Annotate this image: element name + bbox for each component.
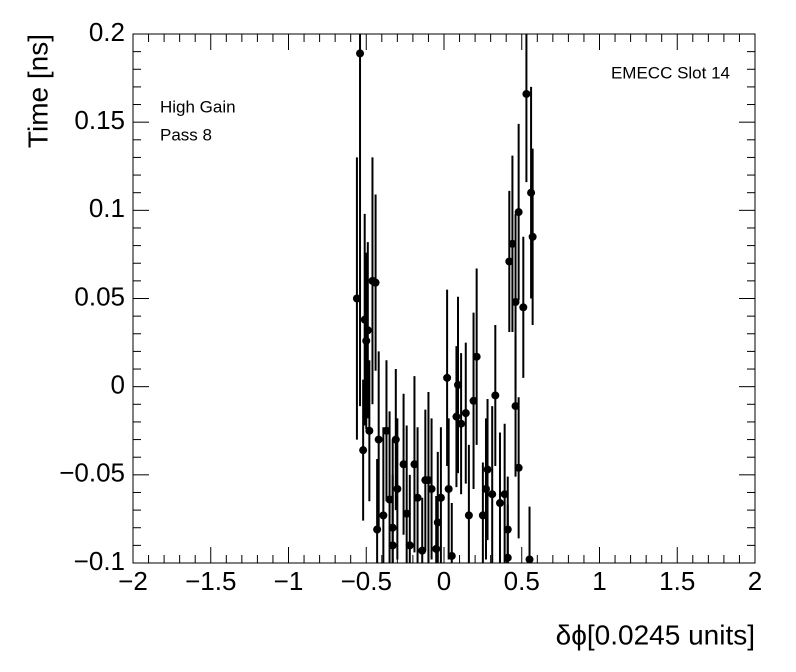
data-point xyxy=(399,460,408,469)
data-point xyxy=(436,493,445,502)
data-point xyxy=(402,509,411,518)
x-tick-label: −0.5 xyxy=(341,566,392,596)
data-point xyxy=(508,239,517,248)
data-point xyxy=(393,484,402,493)
data-point xyxy=(528,232,537,241)
data-point xyxy=(418,546,427,555)
data-point xyxy=(447,551,456,560)
y-tick-label: 0.15 xyxy=(74,105,125,135)
data-point xyxy=(461,409,470,418)
data-point xyxy=(511,402,520,411)
data-point xyxy=(444,484,453,493)
data-point xyxy=(433,518,442,527)
data-point xyxy=(359,446,368,455)
data-point xyxy=(472,352,481,361)
x-tick-label: −1.5 xyxy=(185,566,236,596)
data-point xyxy=(491,391,500,400)
data-point xyxy=(457,419,466,428)
data-point xyxy=(382,426,391,435)
data-point xyxy=(373,525,382,534)
data-point xyxy=(488,490,497,499)
data-point xyxy=(519,303,528,312)
data-point xyxy=(453,380,462,389)
annotation: Pass 8 xyxy=(160,125,212,144)
x-tick-label: 0.5 xyxy=(504,566,540,596)
data-point xyxy=(432,544,441,553)
data-point xyxy=(371,278,380,287)
data-point xyxy=(478,511,487,520)
x-axis-title: δϕ[0.0245 units] xyxy=(556,619,755,650)
annotation: High Gain xyxy=(160,97,236,116)
x-tick-label: 1.5 xyxy=(659,566,695,596)
data-point xyxy=(385,495,394,504)
data-point xyxy=(503,553,512,562)
data-point xyxy=(443,373,452,382)
annotation: EMECC Slot 14 xyxy=(611,63,730,82)
data-point xyxy=(388,523,397,532)
data-point xyxy=(405,541,414,550)
x-tick-label: −1 xyxy=(274,566,304,596)
x-tick-label: −2 xyxy=(118,566,148,596)
y-tick-label: 0.05 xyxy=(74,281,125,311)
y-tick-label: 0.1 xyxy=(89,193,125,223)
x-tick-label: 1 xyxy=(592,566,606,596)
data-point xyxy=(464,511,473,520)
data-point xyxy=(511,298,520,307)
data-point xyxy=(522,89,531,98)
data-point xyxy=(481,484,490,493)
data-point xyxy=(365,426,374,435)
data-point xyxy=(505,257,514,266)
data-point xyxy=(514,208,523,217)
data-point xyxy=(469,396,478,405)
y-axis-title: Time [ns] xyxy=(22,34,53,148)
y-tick-label: 0 xyxy=(111,370,125,400)
data-point xyxy=(410,460,419,469)
data-point xyxy=(356,49,365,58)
y-tick-label: 0.2 xyxy=(89,17,125,47)
data-point xyxy=(379,511,388,520)
data-point xyxy=(495,499,504,508)
data-point xyxy=(352,294,361,303)
data-point xyxy=(363,326,372,335)
data-point xyxy=(374,435,383,444)
data-point xyxy=(452,412,461,421)
data-point xyxy=(527,188,536,197)
data-point xyxy=(413,493,422,502)
data-point xyxy=(500,490,509,499)
data-layer xyxy=(352,34,537,563)
data-point xyxy=(525,555,534,563)
data-point xyxy=(427,484,436,493)
data-point xyxy=(424,476,433,485)
data-point xyxy=(514,463,523,472)
y-tick-label: −0.1 xyxy=(74,546,125,576)
x-tick-label: 2 xyxy=(748,566,762,596)
data-point xyxy=(483,465,492,474)
data-point xyxy=(362,336,371,345)
x-tick-label: 0 xyxy=(437,566,451,596)
y-tick-label: −0.05 xyxy=(59,458,125,488)
